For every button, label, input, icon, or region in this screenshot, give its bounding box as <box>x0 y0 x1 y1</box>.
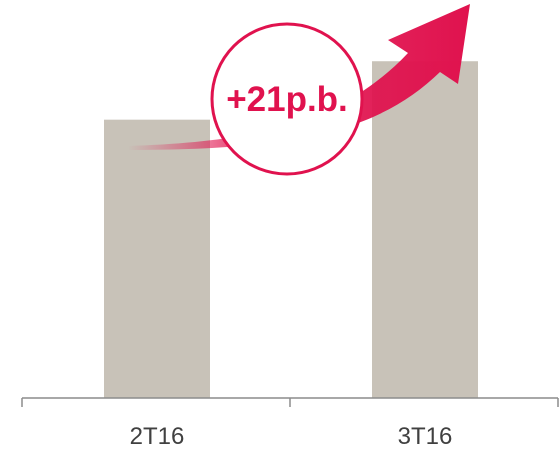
x-tick-label-2t16: 2T16 <box>130 423 185 449</box>
x-tick-label-3t16: 3T16 <box>398 423 453 449</box>
growth-badge-text: +21p.b. <box>226 80 348 119</box>
growth-badge-circle <box>210 22 364 176</box>
bar-3t16 <box>372 61 478 398</box>
bar-2t16 <box>104 119 210 399</box>
category-labels: 2T16 3T16 <box>130 423 453 449</box>
bars-group <box>104 61 478 399</box>
growth-arrow <box>128 4 470 150</box>
x-axis <box>21 397 559 407</box>
growth-annotation: +21p.b. <box>128 4 470 176</box>
